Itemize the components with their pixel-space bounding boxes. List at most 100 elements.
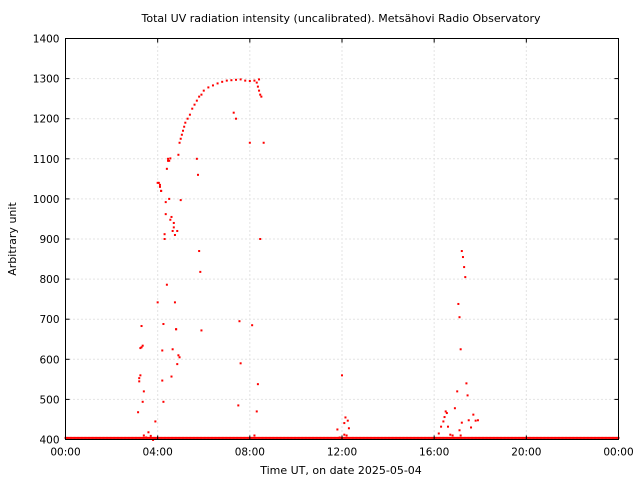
data-point: [65, 436, 68, 439]
data-point: [282, 436, 285, 439]
data-point: [169, 218, 172, 221]
data-point: [234, 436, 237, 439]
data-point: [197, 436, 200, 439]
data-point: [578, 436, 581, 439]
data-point: [215, 436, 218, 439]
y-axis-label: Arbitrary unit: [6, 202, 19, 276]
data-point: [530, 436, 533, 439]
data-point: [336, 436, 339, 439]
data-point: [352, 436, 355, 439]
data-point: [107, 436, 110, 439]
data-point: [523, 436, 526, 439]
data-point: [74, 436, 77, 439]
data-point: [173, 301, 176, 304]
data-point: [108, 436, 111, 439]
data-point: [258, 78, 261, 81]
data-point: [263, 436, 266, 439]
data-point: [302, 436, 305, 439]
data-point: [440, 425, 443, 428]
data-point: [472, 413, 475, 416]
y-tick-label: 1200: [33, 114, 60, 126]
data-point: [145, 436, 148, 439]
data-point: [440, 436, 443, 439]
data-point: [166, 436, 169, 439]
data-point: [227, 436, 230, 439]
data-point: [566, 436, 569, 439]
data-point: [486, 436, 489, 439]
data-point: [527, 436, 530, 439]
data-point: [616, 436, 619, 439]
data-point: [449, 433, 452, 436]
data-point: [129, 436, 132, 439]
data-point: [563, 436, 566, 439]
data-point: [305, 436, 308, 439]
data-point: [223, 436, 226, 439]
data-point: [303, 436, 306, 439]
data-point: [137, 411, 140, 414]
data-point: [245, 436, 248, 439]
data-point: [191, 436, 194, 439]
data-point: [159, 436, 162, 439]
data-point: [560, 436, 563, 439]
data-point: [253, 79, 256, 82]
data-point: [222, 436, 225, 439]
data-point: [176, 363, 179, 366]
data-point: [172, 221, 175, 224]
data-point: [464, 276, 467, 279]
data-point: [164, 213, 167, 216]
data-point: [611, 436, 614, 439]
data-point: [128, 436, 131, 439]
chart-title: Total UV radiation intensity (uncalibrat…: [141, 12, 541, 25]
data-point: [287, 436, 290, 439]
data-point: [345, 434, 348, 437]
data-point: [418, 436, 421, 439]
data-point: [531, 436, 534, 439]
data-point: [602, 436, 605, 439]
data-point: [147, 431, 150, 434]
data-point: [394, 436, 397, 439]
data-point: [513, 436, 516, 439]
data-point: [143, 436, 146, 439]
y-tick-label: 400: [39, 435, 59, 447]
data-point: [100, 436, 103, 439]
data-point: [239, 362, 242, 365]
data-point: [132, 436, 135, 439]
data-point: [454, 436, 457, 439]
data-point: [242, 436, 245, 439]
data-point: [198, 436, 201, 439]
data-point: [320, 436, 323, 439]
data-point: [522, 436, 525, 439]
data-point: [224, 436, 227, 439]
data-point: [463, 266, 466, 269]
data-point: [327, 436, 330, 439]
data-point: [205, 436, 208, 439]
data-point: [356, 436, 359, 439]
data-point: [331, 436, 334, 439]
x-tick-label: 00:00: [603, 447, 633, 459]
data-point: [441, 436, 444, 439]
data-point: [404, 436, 407, 439]
data-point: [542, 436, 545, 439]
data-point: [609, 436, 612, 439]
data-point: [421, 436, 424, 439]
x-axis-label: Time UT, on date 2025-05-04: [259, 464, 422, 477]
data-point: [411, 436, 414, 439]
data-point: [567, 436, 570, 439]
data-point: [457, 436, 460, 439]
data-point: [139, 374, 142, 377]
data-point: [465, 436, 468, 439]
data-point: [516, 436, 519, 439]
data-point: [202, 89, 205, 92]
data-point: [455, 436, 458, 439]
data-point: [115, 436, 118, 439]
data-point: [112, 436, 115, 439]
data-point: [169, 436, 172, 439]
data-point: [171, 229, 174, 232]
data-point: [202, 436, 205, 439]
data-point: [229, 436, 232, 439]
data-point: [182, 129, 185, 132]
data-point: [292, 436, 295, 439]
y-tick-label: 900: [39, 234, 59, 246]
data-point: [365, 436, 368, 439]
data-point: [238, 436, 241, 439]
